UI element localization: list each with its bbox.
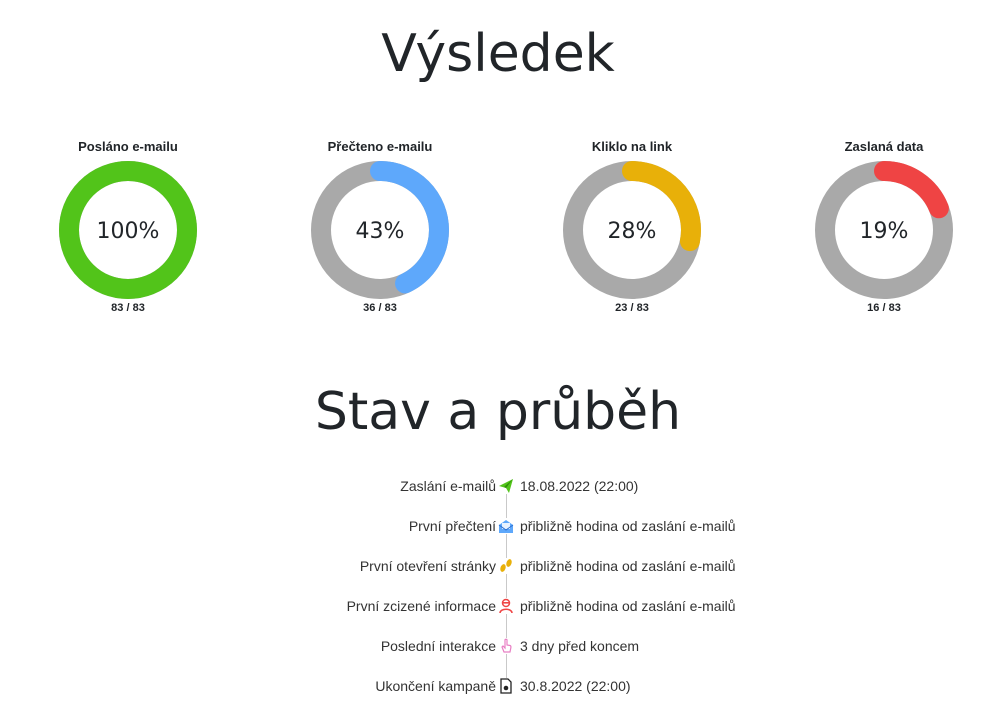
timeline-value: přibližně hodina od zaslání e-mailů (520, 598, 736, 614)
timeline-row-emails-sent: Zaslání e-mailů 18.08.2022 (22:00) (0, 472, 996, 500)
donut-percent: 19% (860, 219, 909, 244)
donut-chart-read: 43% (311, 161, 449, 299)
stat-title: Přečteno e-mailu (327, 139, 433, 154)
timeline-value: 30.8.2022 (22:00) (520, 678, 631, 694)
timeline-row-first-page-open: První otevření stránky přibližně hodina … (0, 552, 996, 580)
donut-chart-clicked: 28% (563, 161, 701, 299)
pointer-hand-icon (498, 638, 514, 654)
footprints-icon (498, 558, 514, 574)
donut-percent: 28% (608, 219, 657, 244)
timeline: Zaslání e-mailů 18.08.2022 (22:00) První… (0, 472, 996, 712)
timeline-label: První přečtení (408, 518, 496, 534)
status-heading: Stav a průběh (314, 382, 682, 442)
paper-plane-icon (498, 478, 514, 494)
document-icon (498, 678, 514, 694)
timeline-row-campaign-end: Ukončení kampaně 30.8.2022 (22:00) (0, 672, 996, 700)
timeline-label: Zaslání e-mailů (400, 478, 496, 494)
timeline-line (506, 480, 507, 694)
timeline-label: Poslední interakce (380, 638, 496, 654)
timeline-value: 3 dny před koncem (520, 638, 640, 654)
donut-progress (815, 161, 953, 299)
stat-count: 16 / 83 (867, 302, 901, 314)
stat-submitted-data: Zaslaná data 19% 16 / 83 (794, 138, 974, 328)
donut-progress (563, 161, 701, 299)
stat-sent: Posláno e-mailu 100% 83 / 83 (38, 138, 218, 328)
donut-progress (59, 161, 197, 299)
timeline-value: přibližně hodina od zaslání e-mailů (520, 518, 736, 534)
stat-count: 83 / 83 (111, 302, 145, 314)
stat-read: Přečteno e-mailu 43% 36 / 83 (290, 138, 470, 328)
timeline-value: 18.08.2022 (22:00) (520, 478, 639, 494)
stat-title: Posláno e-mailu (78, 139, 178, 154)
timeline-label: První zcizené informace (346, 598, 496, 614)
donut-percent: 100% (97, 219, 160, 244)
envelope-open-icon (498, 518, 514, 534)
timeline-value: přibližně hodina od zaslání e-mailů (520, 558, 736, 574)
timeline-row-last-interaction: Poslední interakce 3 dny před koncem (0, 632, 996, 660)
user-thief-icon (498, 598, 514, 614)
stat-title: Zaslaná data (844, 139, 924, 154)
donut-progress (311, 161, 449, 299)
timeline-row-first-read: První přečtení přibližně hodina od zaslá… (0, 512, 996, 540)
result-heading: Výsledek (381, 24, 615, 84)
donut-percent: 43% (356, 219, 405, 244)
donut-chart-submitted: 19% (815, 161, 953, 299)
stat-count: 36 / 83 (363, 302, 397, 314)
stat-clicked: Kliklo na link 28% 23 / 83 (542, 138, 722, 328)
timeline-row-first-stolen-info: První zcizené informace přibližně hodina… (0, 592, 996, 620)
stat-title: Kliklo na link (591, 139, 673, 154)
timeline-label: První otevření stránky (359, 558, 496, 574)
stat-count: 23 / 83 (615, 302, 649, 314)
donut-chart-sent: 100% (59, 161, 197, 299)
timeline-label: Ukončení kampaně (375, 678, 496, 694)
